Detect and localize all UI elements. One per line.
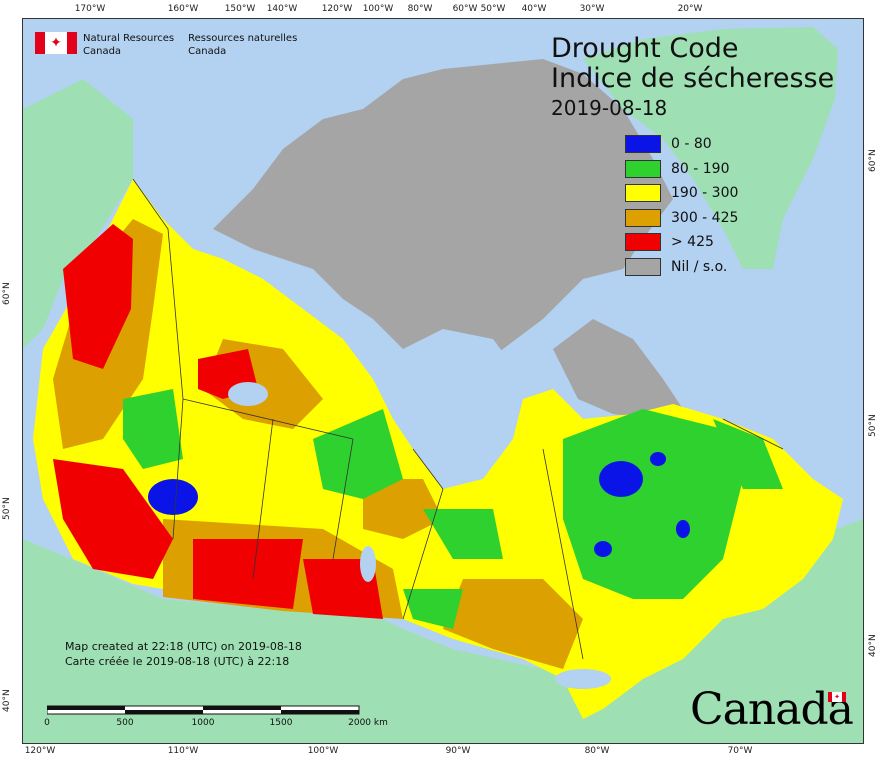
drought-0-80-quebec-3 bbox=[594, 541, 612, 557]
legend-item: 80 - 190 bbox=[625, 157, 738, 182]
drought-0-80-alberta bbox=[148, 479, 198, 515]
legend-item: > 425 bbox=[625, 230, 738, 255]
legend-swatch bbox=[625, 208, 661, 227]
great-bear-lake bbox=[228, 382, 268, 406]
drought-425-yukon bbox=[63, 224, 133, 369]
legend-swatch bbox=[625, 159, 661, 178]
scale-label: 0 bbox=[44, 718, 50, 728]
tick-top: 30°W bbox=[579, 4, 605, 14]
northern-quebec-gray bbox=[553, 319, 683, 419]
canada-wordmark: Canada bbox=[690, 684, 854, 735]
drought-80-190-nwt bbox=[313, 409, 403, 499]
legend-item: Nil / s.o. bbox=[625, 255, 738, 280]
tick-bottom: 70°W bbox=[727, 746, 753, 756]
legend-item: 190 - 300 bbox=[625, 181, 738, 206]
tick-top: 140°W bbox=[266, 4, 298, 14]
legend-swatch bbox=[625, 135, 661, 154]
agency-french: Ressources naturelles Canada bbox=[188, 33, 298, 57]
tick-bottom: 120°W bbox=[24, 746, 56, 756]
scale-label: 1500 bbox=[269, 718, 293, 728]
scale-bar bbox=[47, 705, 360, 715]
tick-top: 170°W bbox=[74, 4, 106, 14]
drought-0-80-quebec-2 bbox=[650, 452, 666, 466]
map-created-note: Map created at 22:18 (UTC) on 2019-08-18… bbox=[65, 640, 302, 668]
tick-top: 150°W bbox=[224, 4, 256, 14]
wordmark-flag-icon: ✦ bbox=[828, 692, 846, 702]
tick-bottom: 90°W bbox=[445, 746, 471, 756]
lake-winnipeg bbox=[360, 546, 376, 582]
great-lakes bbox=[555, 669, 611, 689]
legend-swatch bbox=[625, 257, 661, 276]
hudson-bay-water bbox=[378, 329, 523, 479]
agency-signature: ✦ Natural Resources Canada Ressources na… bbox=[35, 32, 311, 58]
legend-item: 300 - 425 bbox=[625, 206, 738, 231]
tick-left: 50°N bbox=[2, 497, 12, 520]
drought-80-190-ontario bbox=[423, 509, 503, 559]
tick-left: 60°N bbox=[2, 282, 12, 305]
drought-425-prairie bbox=[193, 539, 303, 609]
agency-english: Natural Resources Canada bbox=[83, 33, 175, 57]
drought-0-80-quebec-4 bbox=[676, 520, 690, 538]
canada-flag-icon: ✦ bbox=[35, 32, 77, 54]
tick-right: 40°N bbox=[868, 634, 878, 657]
alaska-landmass bbox=[23, 79, 133, 349]
tick-top: 20°W bbox=[677, 4, 703, 14]
scale-label: 2000 km bbox=[348, 718, 388, 728]
drought-300-425-ontario bbox=[443, 579, 583, 669]
map-frame bbox=[22, 18, 864, 744]
tick-top: 120°W bbox=[321, 4, 353, 14]
tick-top: 80°W bbox=[407, 4, 433, 14]
tick-top: 60°W bbox=[452, 4, 478, 14]
tick-bottom: 80°W bbox=[584, 746, 610, 756]
scale-label: 500 bbox=[116, 718, 134, 728]
tick-right: 50°N bbox=[868, 414, 878, 437]
drought-300-425-central bbox=[363, 479, 443, 539]
province-boundaries bbox=[132, 178, 784, 660]
legend-swatch bbox=[625, 233, 661, 252]
arctic-islands bbox=[213, 59, 673, 389]
drought-80-190-labrador bbox=[713, 419, 783, 489]
drought-80-190-bc bbox=[123, 389, 183, 469]
drought-0-80-quebec bbox=[599, 461, 643, 497]
map-title: Drought Code Indice de sécheresse bbox=[551, 33, 835, 94]
drought-425-bc bbox=[53, 459, 173, 579]
tick-right: 60°N bbox=[868, 149, 878, 172]
legend: 0 - 80 80 - 190 190 - 300 300 - 425 > 42… bbox=[625, 132, 738, 279]
legend-swatch bbox=[625, 184, 661, 203]
drought-map bbox=[23, 27, 863, 743]
drought-80-190-ontario-south bbox=[403, 589, 463, 629]
scale-label: 1000 bbox=[191, 718, 215, 728]
map-date: 2019-08-18 bbox=[551, 96, 668, 120]
tick-left: 40°N bbox=[2, 689, 12, 712]
tick-top: 100°W bbox=[362, 4, 394, 14]
legend-item: 0 - 80 bbox=[625, 132, 738, 157]
tick-top: 50°W bbox=[480, 4, 506, 14]
tick-top: 160°W bbox=[167, 4, 199, 14]
tick-bottom: 100°W bbox=[307, 746, 339, 756]
usa-landmass bbox=[23, 519, 863, 743]
tick-top: 40°W bbox=[521, 4, 547, 14]
greenland-landmass bbox=[583, 27, 838, 269]
tick-bottom: 110°W bbox=[167, 746, 199, 756]
